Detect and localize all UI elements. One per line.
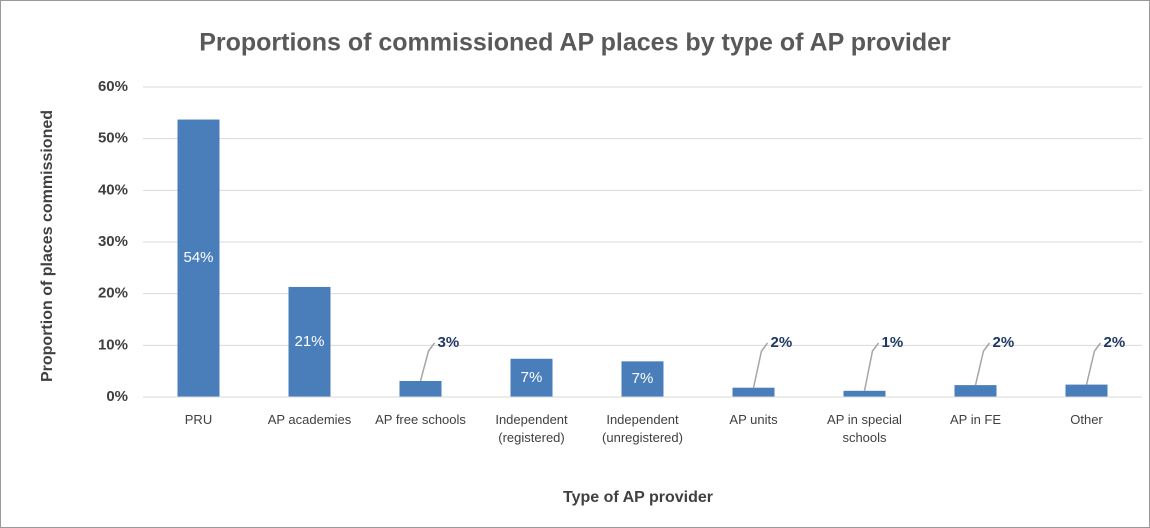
bar	[732, 387, 775, 397]
y-tick-label: 10%	[98, 336, 128, 353]
x-tick-label: AP free schools	[375, 412, 466, 427]
y-tick-label: 20%	[98, 285, 128, 302]
data-label: 54%	[183, 249, 213, 266]
data-label: 21%	[294, 333, 324, 350]
data-label: 2%	[993, 334, 1015, 351]
data-label: 2%	[1104, 334, 1126, 351]
x-tick-label: AP academies	[267, 412, 352, 427]
x-tick-label: Other	[1070, 412, 1103, 427]
y-tick-label: 50%	[98, 130, 128, 147]
bar	[177, 119, 220, 398]
y-tick-label: 60%	[98, 78, 128, 95]
bar	[399, 380, 442, 397]
bar	[954, 385, 997, 397]
data-label: 3%	[438, 334, 460, 351]
x-tick-label: AP in special schools	[827, 412, 902, 445]
leader-line	[1085, 342, 1102, 385]
data-label: 1%	[882, 334, 904, 351]
bar	[510, 358, 553, 397]
y-axis-title: Proportion of places commissioned	[39, 110, 56, 382]
x-axis-title: Type of AP provider	[563, 489, 713, 506]
bar	[621, 361, 664, 397]
bar	[288, 286, 331, 397]
bar	[1065, 384, 1108, 397]
x-tick-label: AP in FE	[949, 412, 1002, 427]
y-tick-label: 40%	[98, 181, 128, 198]
x-tick-label: Independent (registered)	[495, 412, 568, 445]
data-label: 7%	[632, 370, 654, 387]
leader-line	[752, 342, 769, 388]
chart-title: Proportions of commissioned AP places by…	[199, 29, 951, 57]
x-tick-label: AP units	[729, 412, 778, 427]
x-tick-label: PRU	[184, 412, 213, 427]
data-label: 7%	[521, 369, 543, 386]
leader-line	[974, 342, 991, 386]
x-tick-label: Independent (unregistered)	[602, 412, 683, 445]
bar	[843, 390, 886, 397]
data-label: 2%	[771, 334, 793, 351]
leader-line	[863, 342, 880, 391]
leader-line	[419, 342, 436, 382]
y-tick-label: 30%	[98, 233, 128, 250]
y-tick-label: 0%	[106, 388, 128, 405]
